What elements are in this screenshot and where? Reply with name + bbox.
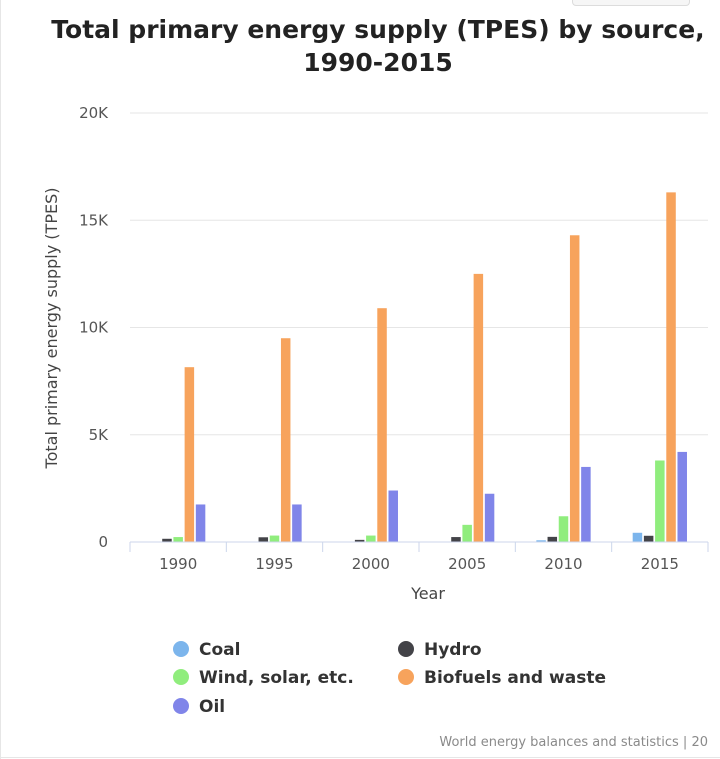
bars	[162, 192, 687, 543]
chart-credit: World energy balances and statistics | 2…	[439, 735, 708, 750]
y-tick-label-3: 15K	[79, 211, 109, 229]
y-tick-label-2: 10K	[79, 319, 109, 337]
x-tick-label-2005: 2005	[448, 555, 486, 573]
chart-title-line-2: 1990-2015	[303, 48, 453, 77]
bar-oil-1990	[195, 504, 206, 542]
menu-tab[interactable]	[572, 0, 690, 6]
bar-hydro-1990	[162, 538, 172, 542]
bar-biofuels-and-waste-2000	[377, 308, 387, 542]
y-tick-label-0: 0	[98, 533, 108, 551]
bar-coal-2015	[632, 532, 643, 542]
x-axis: 1990 1995 2000 2005 2010 2015	[129, 541, 709, 573]
bar-oil-2010	[581, 466, 591, 542]
frame-bottom-border	[0, 757, 720, 758]
legend-marker-wind-solar-etc	[173, 669, 189, 685]
legend-label-hydro: Hydro	[424, 640, 482, 660]
bar-wind-solar-etc-2015	[655, 460, 665, 542]
bar-hydro-2000	[354, 539, 365, 542]
x-tick-label-2010: 2010	[544, 555, 582, 573]
bar-biofuels-and-waste-1995	[280, 338, 291, 542]
bar-hydro-2005	[451, 537, 461, 542]
bar-hydro-2010	[547, 536, 558, 542]
bar-oil-2015	[677, 451, 687, 542]
legend-marker-biofuels-and-waste	[398, 669, 414, 685]
bar-hydro-2015	[643, 535, 654, 542]
y-axis-ticks: 0 5K 10K 15K 20K	[79, 104, 109, 551]
chart-title-line-1: Total primary energy supply (TPES) by so…	[51, 15, 704, 44]
bar-oil-1995	[292, 504, 302, 542]
bar-wind-solar-etc-1995	[269, 535, 280, 542]
x-tick-label-2015: 2015	[641, 555, 679, 573]
legend-marker-oil	[173, 698, 189, 714]
bar-wind-solar-etc-1990	[173, 537, 183, 542]
bar-biofuels-and-waste-2015	[666, 192, 676, 543]
legend-label-coal: Coal	[199, 640, 240, 660]
frame-left-border	[0, 0, 1, 759]
x-axis-title: Year	[410, 584, 445, 603]
bar-coal-2010	[536, 540, 546, 542]
y-tick-label-4: 20K	[79, 104, 109, 122]
grid-lines	[130, 112, 708, 436]
legend-label-wind-solar-etc: Wind, solar, etc.	[199, 668, 354, 688]
y-axis-title: Total primary energy supply (TPES)	[42, 188, 61, 470]
legend-marker-coal	[173, 641, 189, 657]
bar-wind-solar-etc-2010	[558, 516, 569, 542]
legend-label-biofuels-and-waste: Biofuels and waste	[424, 668, 606, 688]
bar-biofuels-and-waste-2010	[569, 235, 580, 542]
legend: Coal Hydro Wind, solar, etc. Biofuels and w…	[173, 640, 606, 717]
bar-oil-2000	[388, 490, 398, 542]
bar-wind-solar-etc-2005	[462, 524, 472, 542]
y-tick-label-1: 5K	[89, 426, 110, 444]
legend-label-oil: Oil	[199, 697, 225, 717]
x-tick-label-1990: 1990	[159, 555, 197, 573]
bar-oil-2005	[484, 493, 495, 542]
bar-biofuels-and-waste-1990	[184, 367, 195, 542]
bar-hydro-1995	[258, 537, 269, 542]
bar-biofuels-and-waste-2005	[473, 273, 484, 542]
legend-marker-hydro	[398, 641, 414, 657]
bar-wind-solar-etc-2000	[366, 535, 376, 542]
x-tick-label-2000: 2000	[352, 555, 390, 573]
x-tick-label-1995: 1995	[255, 555, 293, 573]
